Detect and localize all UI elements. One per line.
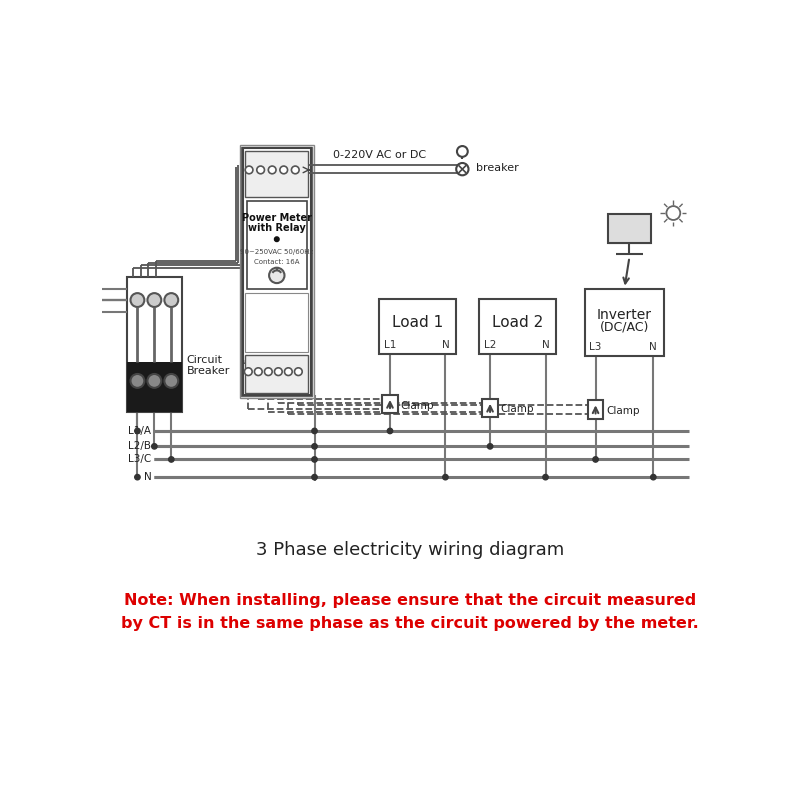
Bar [379,298,456,354]
Circle shape [274,368,282,375]
Circle shape [269,268,285,283]
Circle shape [456,163,469,175]
Circle shape [312,428,318,434]
Bar [243,148,310,394]
Text: VB: VB [267,158,277,164]
Text: L1: L1 [384,340,396,350]
Circle shape [312,457,318,462]
Circle shape [387,428,393,434]
Circle shape [169,457,174,462]
Text: N: N [542,340,550,350]
Text: IB+: IB+ [262,360,274,365]
Circle shape [285,368,292,375]
Circle shape [147,293,162,307]
Bar [242,147,312,396]
Circle shape [130,374,144,388]
Text: IC+: IC+ [282,360,294,365]
Circle shape [147,374,162,388]
Text: Note: When installing, please ensure that the circuit measured: Note: When installing, please ensure tha… [124,593,696,608]
Text: L2: L2 [484,340,496,350]
Text: 0-220V AC or DC: 0-220V AC or DC [333,150,426,160]
Circle shape [164,374,178,388]
Bar [246,354,308,394]
Bar [588,400,603,418]
Text: Contact: 16A: Contact: 16A [254,258,299,265]
Text: Inverter: Inverter [597,308,652,322]
Text: 3 Phase electricity wiring diagram: 3 Phase electricity wiring diagram [256,542,564,559]
Text: by CT is in the same phase as the circuit powered by the meter.: by CT is in the same phase as the circui… [121,616,699,631]
Circle shape [543,474,548,480]
Text: breaker: breaker [476,162,519,173]
Bar [240,146,314,398]
Text: N: N [246,158,252,164]
Text: L3: L3 [590,342,602,352]
Bar [479,298,556,354]
Circle shape [593,457,598,462]
Bar [608,214,651,243]
Circle shape [265,368,272,375]
Text: 90~250VAC 50/60Hz: 90~250VAC 50/60Hz [240,249,314,254]
Text: L3/C: L3/C [128,454,151,465]
Bar [246,150,308,197]
Circle shape [130,293,144,307]
Text: IB-: IB- [274,360,282,365]
Text: IA-: IA- [254,360,262,365]
Circle shape [650,474,656,480]
Bar [482,398,498,417]
Text: Breaker: Breaker [186,366,230,375]
Circle shape [666,206,680,220]
Circle shape [245,368,252,375]
Bar [126,362,182,412]
Text: Circuit: Circuit [186,355,222,366]
Bar [585,289,664,356]
Bar [246,201,307,290]
Circle shape [134,428,140,434]
Circle shape [164,293,178,307]
Circle shape [291,166,299,174]
Circle shape [257,166,265,174]
Circle shape [274,237,279,242]
Text: L1/A: L1/A [128,426,151,436]
Circle shape [294,368,302,375]
Circle shape [312,474,318,480]
Circle shape [312,444,318,449]
Text: VA: VA [256,158,265,164]
Circle shape [254,368,262,375]
Text: Clamp: Clamp [401,401,434,410]
Text: Power Meter: Power Meter [242,213,312,222]
Circle shape [152,444,157,449]
Text: with Relay: with Relay [248,223,306,234]
Text: N: N [143,472,151,482]
Text: IC-: IC- [294,360,302,365]
Text: Clamp: Clamp [606,406,640,416]
Text: N: N [650,342,657,352]
Text: L2/B: L2/B [128,442,151,451]
Circle shape [134,474,140,480]
Bar [126,277,182,412]
Bar [382,394,398,414]
Circle shape [268,166,276,174]
Text: N: N [442,340,450,350]
Circle shape [442,474,448,480]
Text: (DC/AC): (DC/AC) [600,321,649,334]
Text: VC: VC [279,158,289,164]
Text: Load 1: Load 1 [392,315,443,330]
Text: Load 2: Load 2 [492,315,543,330]
Text: ~: ~ [292,158,298,164]
Circle shape [457,146,468,157]
Circle shape [280,166,287,174]
Bar [246,293,308,353]
Text: Clamp: Clamp [501,404,534,414]
Circle shape [487,444,493,449]
Text: IA+: IA+ [242,360,254,365]
Circle shape [246,166,253,174]
